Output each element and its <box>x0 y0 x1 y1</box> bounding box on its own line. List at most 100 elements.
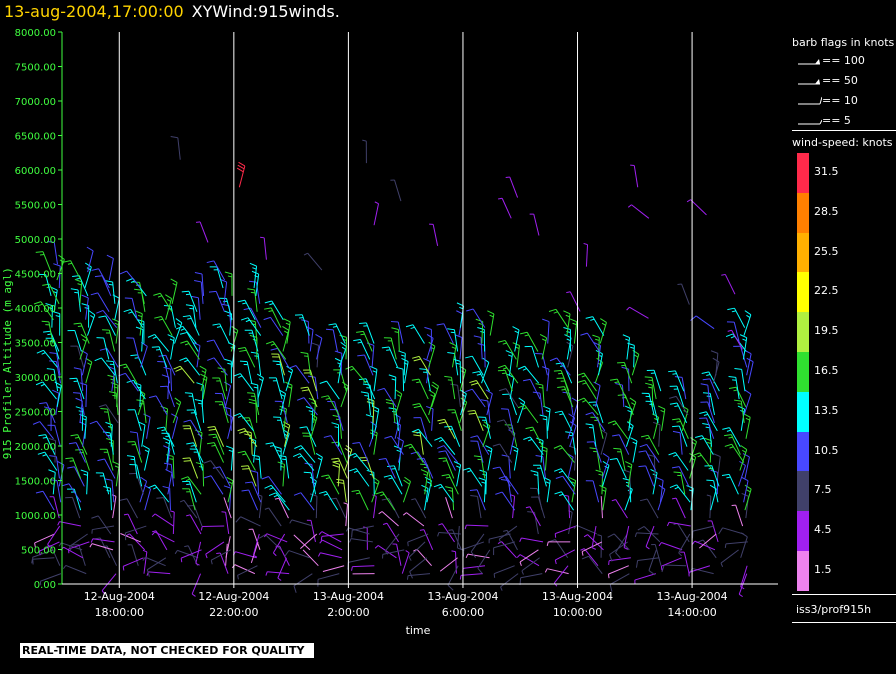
wind-barb <box>126 455 138 479</box>
wind-barb <box>47 240 58 265</box>
wind-barb <box>303 252 323 271</box>
wind-barb <box>274 497 289 519</box>
wind-barb <box>390 321 404 344</box>
wind-barb <box>306 326 314 352</box>
wind-barb <box>706 494 712 519</box>
wind-barb <box>162 437 171 463</box>
wind-barb <box>175 325 197 344</box>
wind-barb <box>302 432 316 455</box>
wind-barb <box>564 494 571 519</box>
wind-barb <box>673 471 686 495</box>
wind-barb <box>472 371 490 392</box>
wind-barb <box>182 457 199 479</box>
wind-barb <box>247 288 258 312</box>
wind-barb <box>599 318 607 344</box>
wind-barb <box>608 557 631 565</box>
x-tick-date: 13-Aug-2004 <box>656 590 727 603</box>
wind-barb <box>252 533 260 558</box>
wind-barb <box>224 358 232 384</box>
wind-barb <box>289 365 310 384</box>
wind-barb <box>704 465 720 487</box>
wind-barb <box>49 479 62 503</box>
wind-barb <box>186 409 202 431</box>
wind-barb <box>408 541 426 561</box>
wind-barb <box>613 447 626 471</box>
wind-barb <box>727 329 743 350</box>
wind-barb <box>321 395 340 416</box>
half-barb-icon <box>798 119 823 125</box>
wind-barb <box>609 378 627 400</box>
wind-barb <box>36 349 58 368</box>
wind-barb <box>94 275 112 297</box>
wind-barb <box>250 382 259 408</box>
wind-barb <box>237 428 258 447</box>
wind-barb <box>90 538 115 543</box>
wind-barb <box>740 565 748 590</box>
wind-barb <box>640 434 660 455</box>
wind-barb <box>653 421 661 447</box>
wind-barb <box>351 525 374 538</box>
wind-barb <box>146 557 167 577</box>
wind-barb <box>726 321 741 344</box>
wind-barb <box>53 263 61 289</box>
wind-barb <box>319 380 340 400</box>
wind-barb <box>645 382 654 408</box>
wind-barb <box>478 416 492 439</box>
wind-barb <box>284 550 310 559</box>
wind-barb <box>473 335 483 360</box>
wind-barb <box>73 392 85 416</box>
full-barb-icon <box>798 96 823 105</box>
wind-barb <box>424 326 432 352</box>
wind-barb <box>91 268 110 289</box>
wind-barb <box>111 494 117 519</box>
wind-barb <box>639 498 659 519</box>
wind-barb <box>436 323 454 344</box>
wind-barb <box>407 533 429 547</box>
wind-barb <box>221 511 230 535</box>
wind-barb <box>135 326 144 352</box>
wind-barb <box>264 507 282 527</box>
wind-barbs <box>31 136 754 598</box>
wind-barb <box>420 469 429 495</box>
legend-divider-bottom <box>792 594 896 595</box>
wind-barb <box>292 453 315 471</box>
wind-barb <box>447 565 459 591</box>
wind-barb <box>90 292 110 313</box>
wind-barb <box>84 262 92 289</box>
wind-barb <box>413 548 432 567</box>
wind-barb <box>548 308 569 328</box>
wind-barb <box>293 492 315 511</box>
wind-barb <box>151 530 168 551</box>
wind-barb <box>144 484 152 511</box>
x-tick-date: 13-Aug-2004 <box>313 590 384 603</box>
wind-barb <box>224 381 232 408</box>
wind-barb <box>206 339 225 360</box>
x-tick-time: 2:00:00 <box>327 606 369 619</box>
wind-barb <box>611 499 628 519</box>
wind-barb <box>250 351 262 376</box>
wind-barb <box>628 397 637 424</box>
wind-barb <box>249 262 258 289</box>
wind-barb <box>241 465 257 487</box>
wind-barb <box>674 376 687 400</box>
wind-barb <box>112 294 120 320</box>
wind-barb <box>651 543 662 566</box>
wind-barb <box>348 452 370 471</box>
wind-barb <box>599 484 607 511</box>
wind-barb <box>539 414 548 439</box>
wind-barb <box>678 533 691 557</box>
y-tick-label: 3000.00 <box>15 373 56 384</box>
wind-barb <box>502 393 518 416</box>
speed-swatch-label: 10.5 <box>814 443 839 457</box>
wind-barb <box>505 176 519 198</box>
wind-barb <box>352 441 370 463</box>
wind-barb <box>553 468 575 487</box>
wind-barb <box>35 490 55 511</box>
wind-barb <box>530 487 543 511</box>
wind-barb <box>669 395 689 416</box>
wind-barb <box>523 436 544 455</box>
wind-barb <box>129 472 144 495</box>
wind-barb <box>233 373 254 392</box>
wind-barb <box>720 549 739 568</box>
wind-barb <box>672 418 689 439</box>
